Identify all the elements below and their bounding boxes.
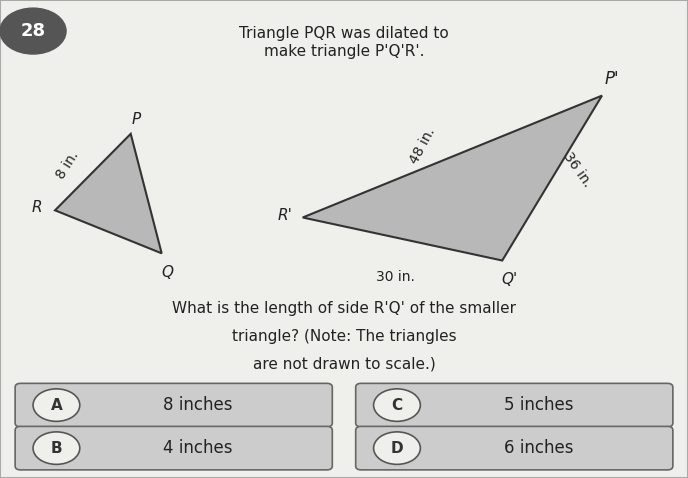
Circle shape [374, 432, 420, 465]
Text: 8 inches: 8 inches [164, 396, 233, 414]
Circle shape [374, 389, 420, 422]
FancyBboxPatch shape [15, 426, 332, 470]
Text: A: A [50, 398, 63, 413]
Text: 36 in.: 36 in. [561, 150, 594, 190]
Polygon shape [303, 96, 602, 261]
Text: B: B [51, 441, 62, 456]
Text: 8 in.: 8 in. [54, 148, 81, 182]
Text: are not drawn to scale.): are not drawn to scale.) [252, 356, 436, 371]
Text: make triangle P'Q'R'.: make triangle P'Q'R'. [264, 43, 424, 59]
Circle shape [0, 8, 66, 54]
Text: 28: 28 [21, 22, 45, 40]
Text: Q': Q' [501, 272, 517, 287]
Text: 30 in.: 30 in. [376, 270, 415, 284]
Text: 4 inches: 4 inches [164, 439, 233, 457]
Text: P': P' [605, 70, 620, 88]
Text: 5 inches: 5 inches [504, 396, 574, 414]
Text: Q: Q [161, 265, 173, 280]
Text: 6 inches: 6 inches [504, 439, 574, 457]
Circle shape [33, 432, 80, 465]
Text: C: C [391, 398, 402, 413]
Text: 48 in.: 48 in. [408, 125, 438, 166]
FancyBboxPatch shape [356, 426, 673, 470]
Text: P: P [131, 112, 141, 127]
Circle shape [33, 389, 80, 422]
Text: D: D [391, 441, 403, 456]
Text: R: R [32, 200, 43, 216]
Text: Triangle PQR was dilated to: Triangle PQR was dilated to [239, 26, 449, 41]
Text: triangle? (Note: The triangles: triangle? (Note: The triangles [232, 328, 456, 344]
Polygon shape [55, 134, 162, 253]
FancyBboxPatch shape [356, 383, 673, 427]
Text: What is the length of side R'Q' of the smaller: What is the length of side R'Q' of the s… [172, 301, 516, 316]
Text: R': R' [277, 207, 292, 223]
FancyBboxPatch shape [15, 383, 332, 427]
